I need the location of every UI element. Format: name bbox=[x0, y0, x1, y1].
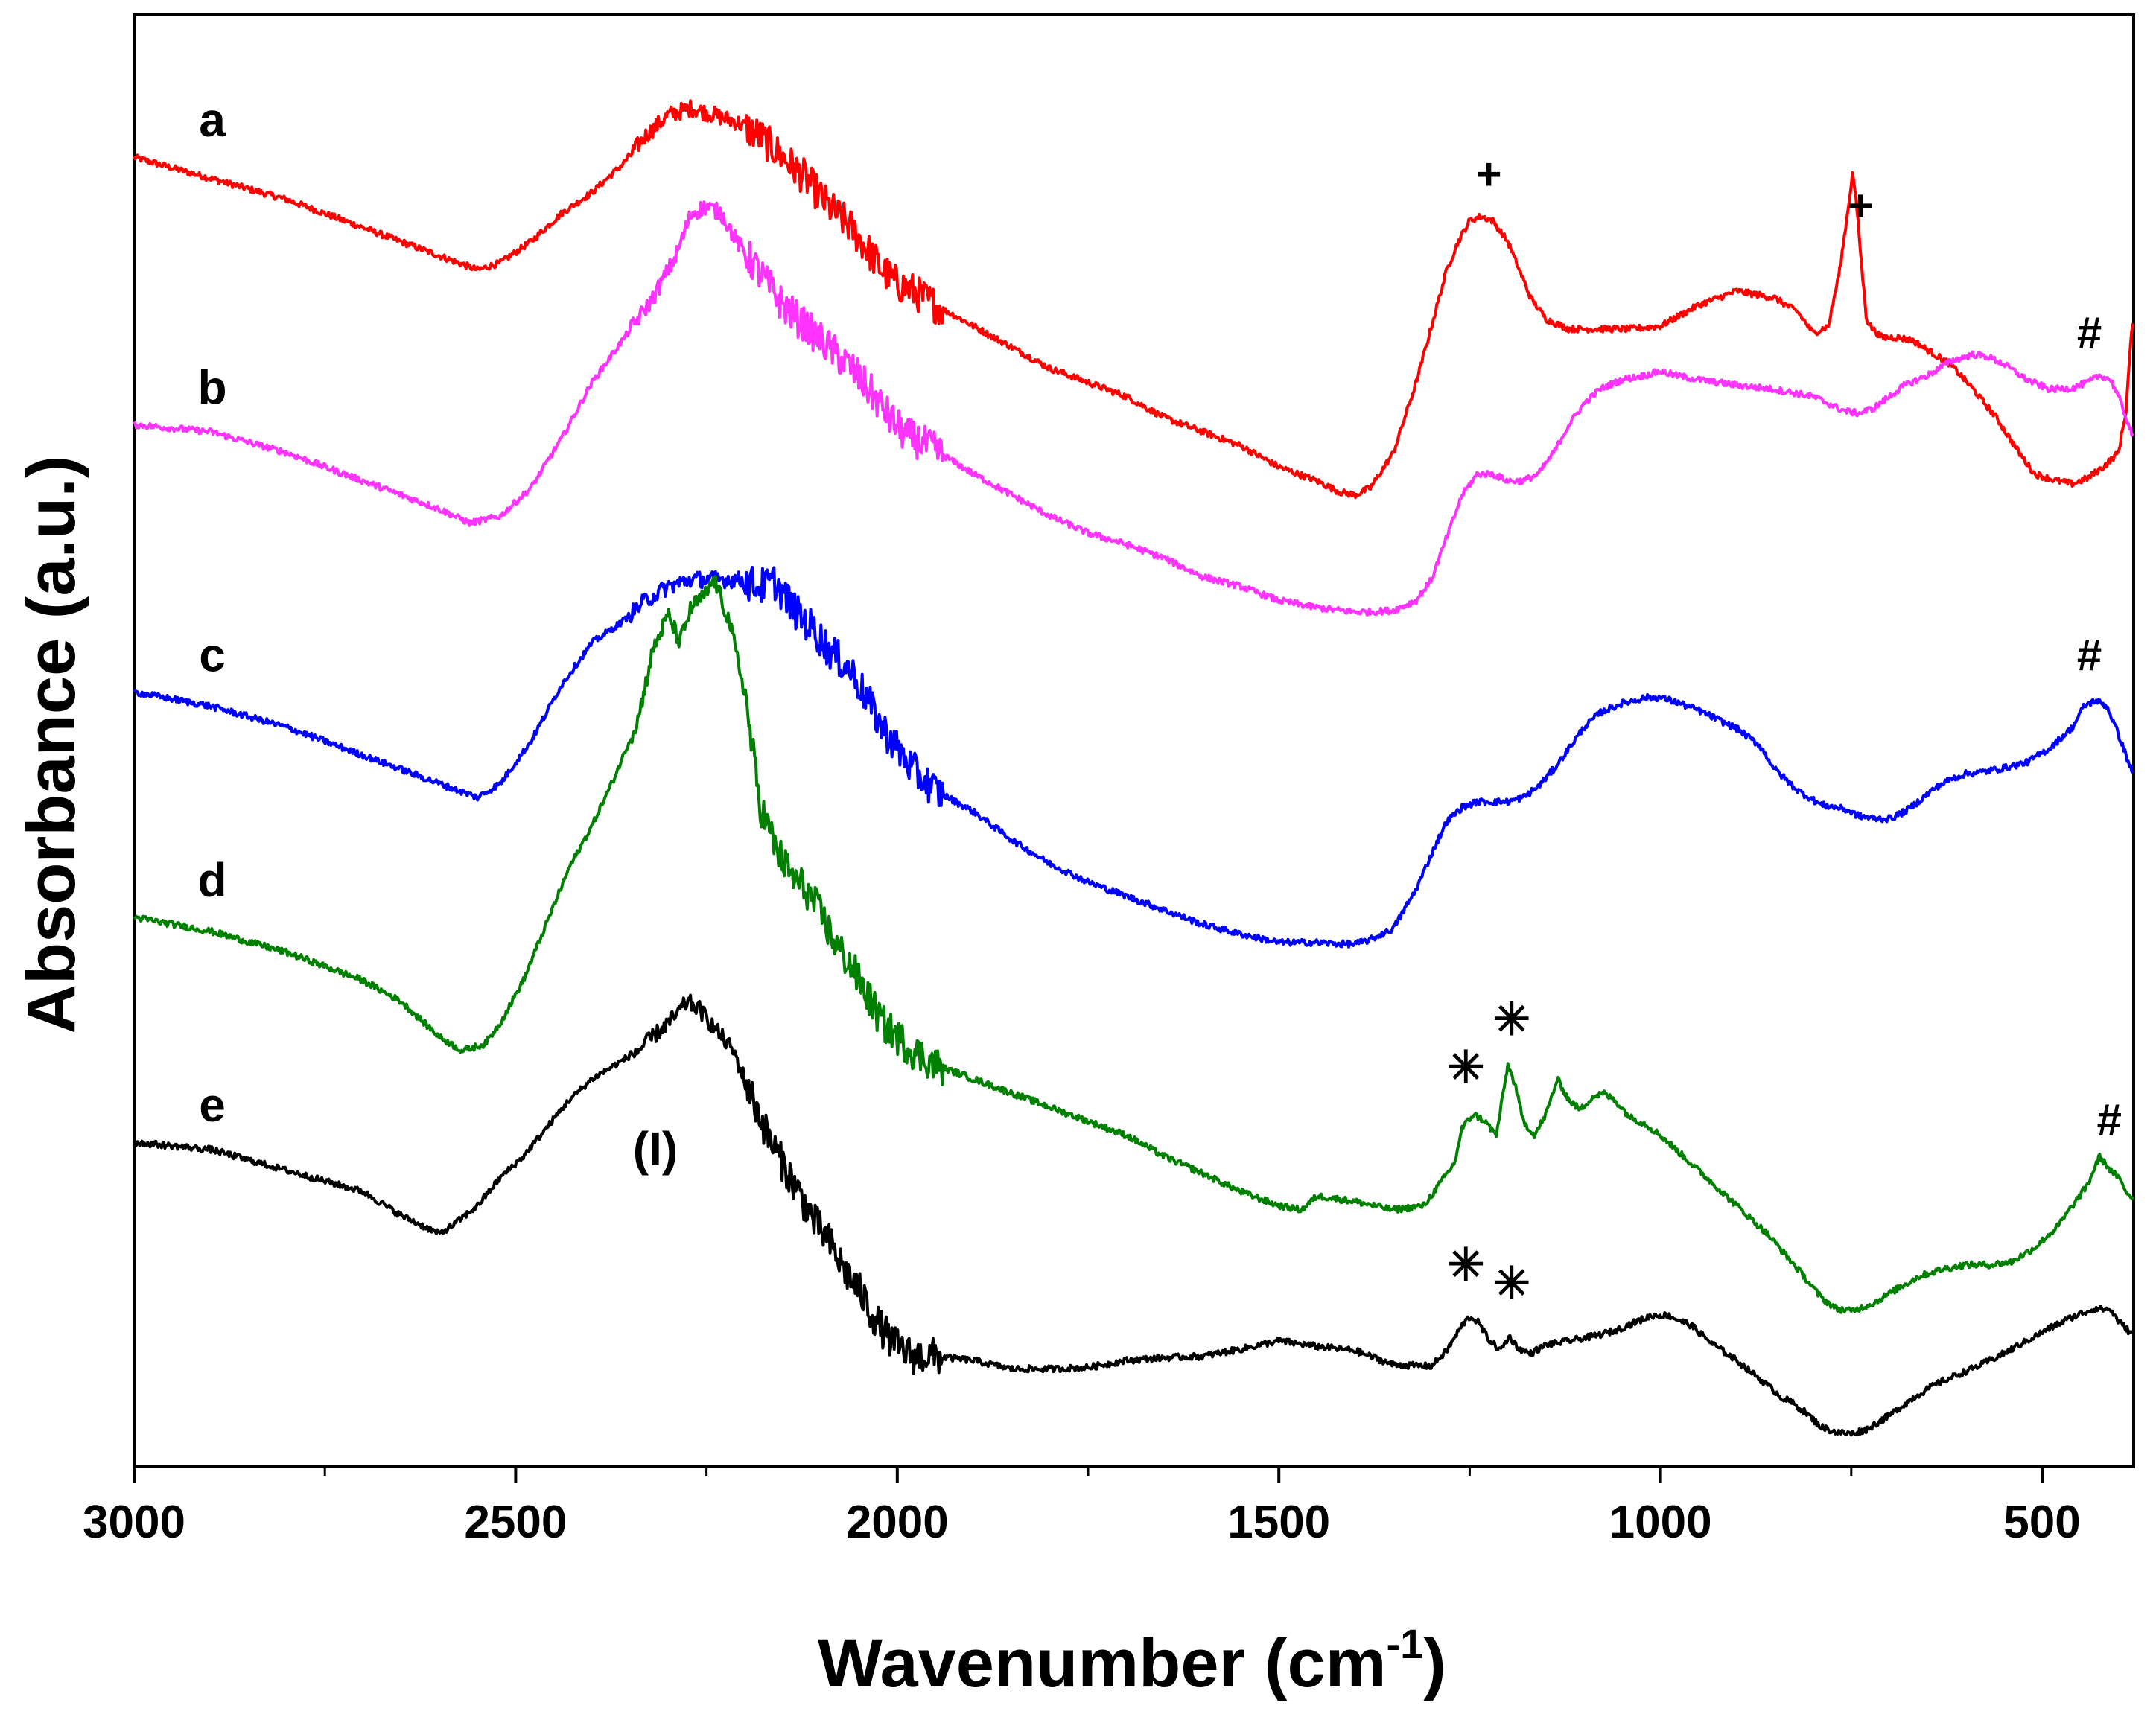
curve-label-b: b bbox=[197, 360, 226, 414]
x-axis-title-close: ) bbox=[1423, 1625, 1446, 1701]
plot-frame bbox=[133, 13, 2135, 1468]
x-tick-label: 500 bbox=[2003, 1497, 2080, 1548]
x-tick-label: 1000 bbox=[1609, 1497, 1712, 1548]
peak-marker: ✳ bbox=[1447, 1042, 1484, 1092]
curve-label-a: a bbox=[199, 93, 226, 147]
series-line-e bbox=[133, 993, 2134, 1437]
x-axis-ticks: 3000 2500 2000 1500 1000 500 bbox=[83, 1467, 2081, 1548]
peak-marker: ✳ bbox=[1493, 994, 1530, 1044]
x-tick-label: 2000 bbox=[846, 1497, 949, 1548]
series-line-a bbox=[133, 99, 2134, 500]
peak-marker: + bbox=[1476, 149, 1502, 199]
x-tick-label: 2500 bbox=[464, 1497, 567, 1548]
peak-marker: ✳ bbox=[1447, 1240, 1484, 1290]
x-tick-label: 1500 bbox=[1227, 1497, 1330, 1548]
series-line-c bbox=[133, 565, 2134, 949]
peak-marker: # bbox=[2077, 308, 2102, 357]
peak-marker: + bbox=[1848, 181, 1874, 231]
peak-marker: ✳ bbox=[1493, 1258, 1530, 1308]
peak-marker: # bbox=[2097, 1095, 2122, 1144]
curve-label-d: d bbox=[197, 853, 226, 907]
series-line-b bbox=[133, 200, 2134, 617]
peak-marker: # bbox=[2077, 630, 2102, 680]
x-axis-title: Wavenumber (cm-1) bbox=[818, 1620, 1446, 1701]
band-label: (I) bbox=[633, 1122, 678, 1176]
x-tick-label: 3000 bbox=[83, 1497, 185, 1548]
curve-label-e: e bbox=[199, 1078, 226, 1132]
curve-label-c: c bbox=[199, 628, 226, 681]
x-axis-title-sup: -1 bbox=[1387, 1620, 1424, 1667]
series-line-d bbox=[133, 575, 2134, 1314]
x-axis-title-main: Wavenumber (cm bbox=[818, 1625, 1386, 1701]
spectra-series bbox=[133, 99, 2134, 1437]
peak-annotations: ++###✳✳✳ ✳ bbox=[1447, 149, 2122, 1308]
y-axis-title: Absorbance (a.u.) bbox=[13, 455, 89, 1033]
curve-labels: a b c d e bbox=[197, 93, 226, 1132]
